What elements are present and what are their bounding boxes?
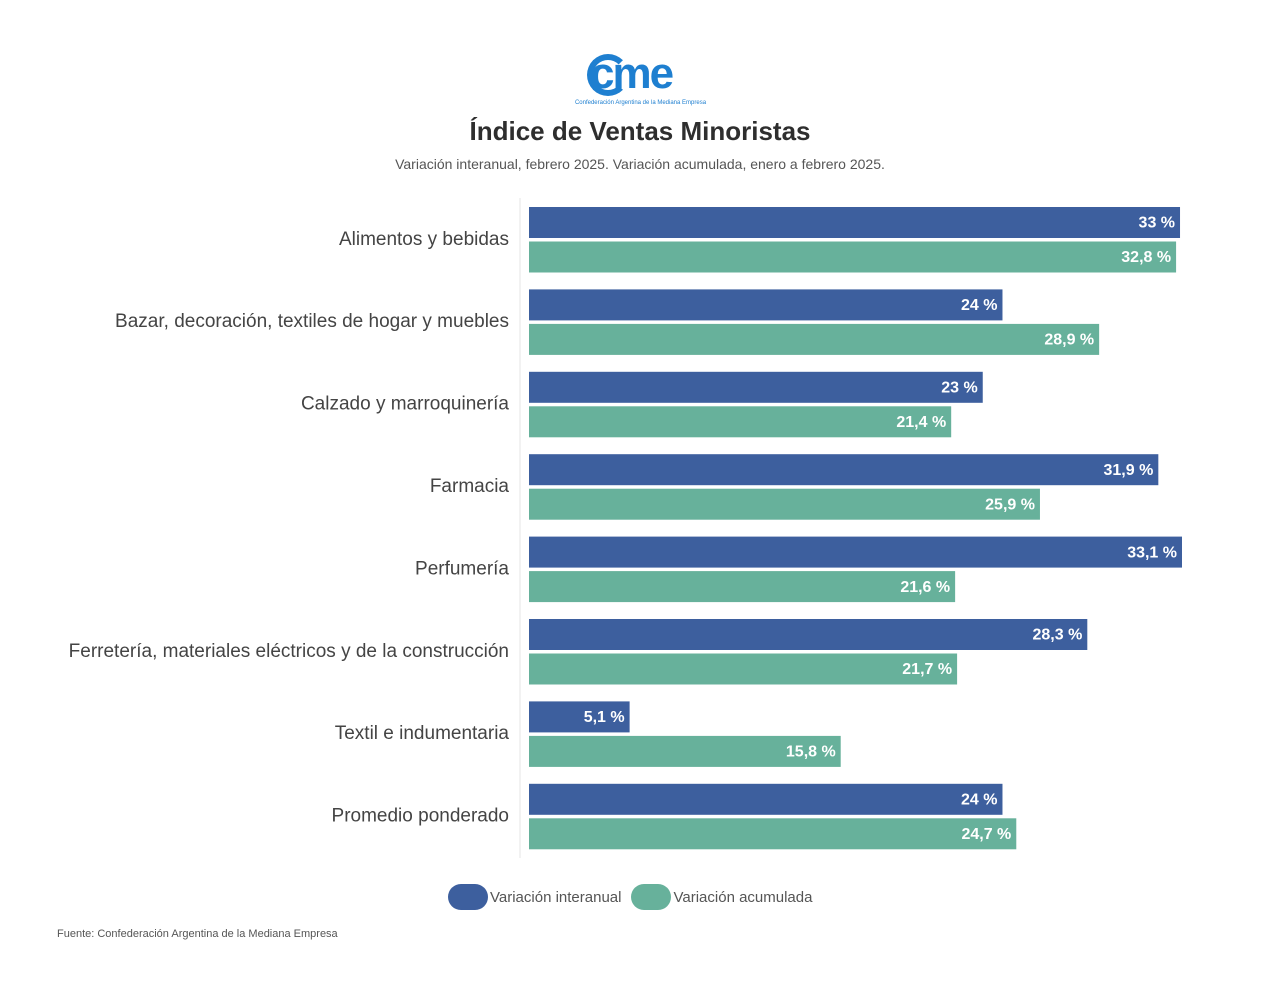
- legend-swatch-interanual: [448, 884, 488, 910]
- category-label: Alimentos y bebidas: [339, 229, 509, 250]
- bar-acumulada: [529, 406, 952, 438]
- bar-interanual: [529, 619, 1088, 650]
- data-label: 21,4 %: [896, 414, 946, 431]
- data-label: 25,9 %: [985, 496, 1035, 513]
- bar-interanual: [529, 289, 1003, 321]
- logo-subtitle: Confederación Argentina de la Mediana Em…: [574, 100, 707, 106]
- data-label: 33,1 %: [1127, 544, 1177, 561]
- data-label: 31,9 %: [1104, 462, 1154, 479]
- cme-logo: cme Confederación Argentina de la Median…: [560, 48, 720, 112]
- chart-subtitle: Variación interanual, febrero 2025. Vari…: [395, 156, 885, 172]
- chart-title: Índice de Ventas Minoristas: [469, 116, 811, 146]
- data-label: 5,1 %: [584, 709, 625, 726]
- data-label: 33 %: [1139, 215, 1175, 232]
- bar-interanual: [529, 701, 630, 733]
- bar-acumulada: [529, 818, 1017, 850]
- data-label: 21,6 %: [900, 579, 950, 596]
- bar-interanual: [529, 536, 1182, 568]
- bar-acumulada: [529, 488, 1040, 520]
- bar-acumulada: [529, 735, 841, 767]
- bar-interanual: [529, 783, 1003, 815]
- category-label: Farmacia: [430, 476, 510, 497]
- legend-swatch-acumulada: [631, 884, 672, 910]
- legend-label-interanual: Variación interanual: [490, 888, 622, 906]
- bar-interanual: [529, 207, 1181, 238]
- category-label: Calzado y marroquinería: [301, 394, 509, 415]
- bar-acumulada: [529, 571, 956, 603]
- source-note: Fuente: Confederación Argentina de la Me…: [57, 928, 338, 940]
- bar-acumulada: [529, 323, 1100, 355]
- category-label: Bazar, decoración, textiles de hogar y m…: [115, 311, 509, 332]
- bar-interanual: [529, 454, 1159, 486]
- legend-label-acumulada: Variación acumulada: [673, 888, 813, 906]
- data-label: 15,8 %: [786, 744, 836, 761]
- legend-item-acumulada: Variación acumulada: [631, 884, 812, 910]
- category-label: Perfumería: [415, 558, 509, 579]
- data-label: 24 %: [961, 792, 997, 809]
- data-label: 24,7 %: [961, 826, 1011, 843]
- logo-ring-icon: [587, 54, 629, 96]
- bar-acumulada: [529, 653, 958, 685]
- data-label: 21,7 %: [902, 661, 952, 678]
- data-label: 32,8 %: [1121, 249, 1171, 266]
- category-label: Ferretería, materiales eléctricos y de l…: [69, 641, 509, 662]
- bar-acumulada: [529, 241, 1177, 273]
- category-label: Promedio ponderado: [332, 806, 509, 827]
- bar-interanual: [529, 371, 983, 403]
- chart-legend: Variación interanual Variación acumulada: [448, 884, 822, 910]
- data-label: 24 %: [961, 297, 997, 314]
- category-label: Textil e indumentaria: [335, 723, 510, 744]
- data-label: 23 %: [941, 380, 977, 397]
- legend-item-interanual: Variación interanual: [448, 884, 621, 910]
- data-label: 28,9 %: [1044, 332, 1094, 349]
- data-label: 28,3 %: [1032, 627, 1082, 644]
